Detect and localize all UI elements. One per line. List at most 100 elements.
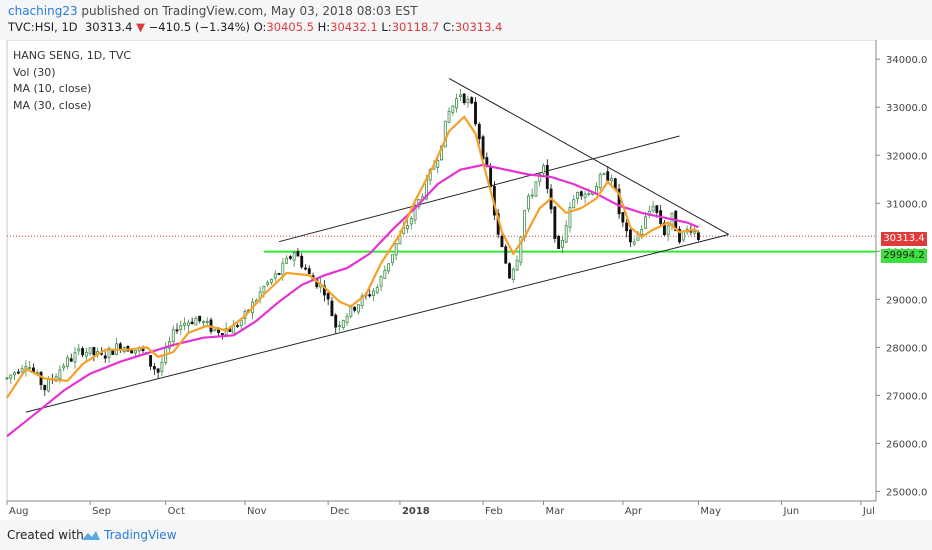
candle-body [572,199,576,209]
candle [387,263,391,274]
candle-body [175,329,179,332]
support-price-badge: 29994.2 [881,249,927,263]
tradingview-link[interactable]: TradingView [104,528,177,542]
candle [152,362,156,376]
candle-body [84,351,88,357]
candle [526,193,530,213]
last-price-badge: 30313.4 [881,232,927,246]
candle-body [103,355,107,359]
candle [451,105,455,116]
published-line: chaching23 published on TradingView.com,… [8,4,418,18]
ma10-line [6,115,699,399]
candle [568,202,572,233]
author-link[interactable]: chaching23 [8,4,78,18]
candle-body [16,371,20,374]
candle [576,191,579,205]
candle-body [281,262,285,276]
plot-frame [6,39,877,502]
candle-body [530,194,534,197]
candle-body [236,325,239,327]
candle [28,361,32,370]
candle [198,315,202,324]
candle-body [640,229,644,235]
candle-body [62,365,66,369]
candle [413,202,417,224]
candle [617,183,621,219]
candle [160,356,164,377]
candle [621,211,625,227]
candle-body [568,207,572,228]
close-label: C: [442,20,455,34]
y-tick-label: 29000.0 [886,295,927,306]
candle [632,237,636,247]
candle-body [390,254,394,264]
low-label: L: [381,20,392,34]
candle-body [470,97,474,104]
candle-body [379,276,383,287]
created-with-text: Created with [7,528,84,542]
candle-body [39,371,43,386]
symbol-label: TVC:HSI, 1D [8,20,78,34]
candle-body [66,357,69,367]
candle-body [489,166,493,188]
candle-body [326,293,330,300]
candle-body [156,368,160,373]
candle [462,93,466,105]
x-tick-label: May [700,506,721,517]
candle [149,355,153,371]
candle-body [292,252,296,261]
y-tick-label: 32000.0 [886,151,927,162]
candle [572,195,576,209]
candle-body [300,255,304,268]
candle [455,93,459,113]
candle-body [458,94,462,98]
candle [598,172,602,191]
candle-body [519,236,523,263]
candle-body [266,282,270,285]
chart-area[interactable]: Aug Sep Oct Nov Dec 2018 Feb Mar Apr May Jun Jul 25… [0,39,932,520]
header-bar: chaching23 published on TradingView.com,… [0,0,932,40]
close-value: 30313.4 [454,20,503,34]
candle-body [73,352,77,363]
last-price: 30313.4 [84,20,133,34]
x-tick-label: Aug [9,506,29,517]
candle [175,323,179,334]
candle [610,174,613,186]
candle [696,230,700,242]
tradingview-cloud-icon[interactable] [80,528,102,542]
candle [409,216,413,230]
price-chart[interactable]: Aug Sep Oct Nov Dec 2018 Feb Mar Apr May Jun Jul 25… [0,39,932,520]
candle [553,206,557,243]
candle [372,287,375,302]
candle [394,243,398,261]
candle-body [186,322,190,326]
candle-body [511,268,515,280]
candle [356,304,360,315]
candle-body [443,120,447,148]
candle-body [696,232,700,240]
candle [292,250,296,267]
candle-body [655,205,659,213]
candle-body [617,188,621,215]
candle [69,353,73,363]
candle-body [447,110,451,123]
candle-body [160,361,164,372]
candle-body [239,319,243,326]
trendline-1 [25,233,729,413]
candle-body [360,295,364,306]
candle-body [387,263,391,272]
candle [383,265,387,279]
candle-body [205,321,209,323]
candle-body [477,123,481,140]
x-tick-label: Oct [168,506,185,517]
x-tick-label: Apr [625,506,643,517]
candle-body [621,212,625,223]
candle [330,297,334,317]
candle-body [47,378,50,392]
x-axis: Aug Sep Oct Nov Dec 2018 Feb Mar Apr May Jun Jul [6,501,875,517]
candle-body [436,159,440,168]
candle [379,275,383,292]
down-arrow-icon: ▼ [136,20,146,34]
candle [66,354,69,370]
candle [466,95,470,108]
